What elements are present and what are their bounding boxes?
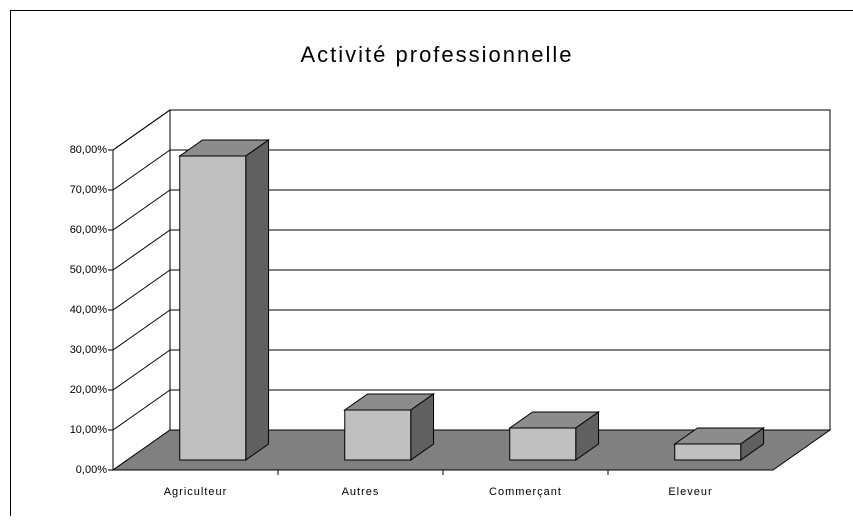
bar — [345, 410, 411, 460]
y-tick-label: 10,00% — [70, 424, 108, 436]
y-tick-label: 30,00% — [70, 344, 108, 356]
bar — [675, 444, 741, 460]
x-tick-label: Eleveur — [668, 486, 712, 498]
bar-side — [246, 140, 269, 460]
y-tick-label: 40,00% — [70, 304, 108, 316]
y-tick-label: 0,00% — [76, 464, 107, 476]
x-tick-label: Agriculteur — [164, 486, 228, 498]
bar — [510, 428, 576, 460]
y-tick-label: 20,00% — [70, 384, 108, 396]
bar — [180, 156, 246, 460]
y-tick-label: 80,00% — [70, 144, 108, 156]
y-tick-label: 60,00% — [70, 224, 108, 236]
y-tick-label: 70,00% — [70, 184, 108, 196]
x-tick-label: Autres — [342, 486, 380, 498]
chart-title: Activité professionnelle — [300, 42, 573, 67]
x-tick-label: Commerçant — [489, 486, 562, 498]
y-tick-label: 50,00% — [70, 264, 108, 276]
